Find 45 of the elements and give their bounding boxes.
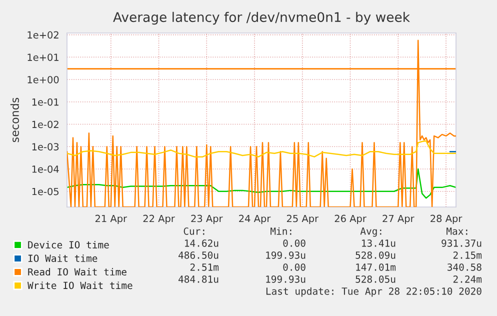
- text: 484.81u: [178, 275, 218, 283]
- text: 931.37u: [442, 239, 482, 247]
- text: 486.50u: [178, 251, 218, 259]
- y-tick-label: 1e+01: [28, 54, 58, 61]
- text: 0.00: [283, 263, 306, 271]
- y-tick-label: 1e-05: [32, 188, 59, 196]
- x-tick-label: 28 Apr: [430, 214, 462, 224]
- text: 0.00: [283, 239, 306, 247]
- text: Cur:: [184, 227, 204, 235]
- legend-label: IO Wait time: [28, 254, 98, 262]
- text: 340.58: [448, 263, 482, 271]
- x-tick-label: 27 Apr: [382, 214, 414, 224]
- legend-label: Read IO Wait time: [28, 268, 126, 276]
- line-series: [67, 140, 456, 158]
- text: 199.93u: [266, 251, 306, 259]
- text: 2.51m: [190, 263, 219, 271]
- y-tick-label: 1e+00: [28, 76, 59, 84]
- x-tick-label: 25 Apr: [286, 214, 319, 224]
- x-tick-label: 24 Apr: [239, 214, 271, 224]
- y-tick-label: 1e-02: [32, 120, 58, 128]
- text: 2.24m: [453, 275, 482, 283]
- x-tick-label: 26 Apr: [334, 214, 366, 224]
- text: 147.01m: [356, 263, 396, 271]
- text: 528.09u: [356, 251, 396, 259]
- y-tick-label: 1e+02: [28, 31, 58, 39]
- x-tick-label: 22 Apr: [143, 214, 175, 224]
- y-tick-label: 1e-04: [32, 165, 59, 173]
- line-series: [67, 168, 456, 199]
- text: 14.62u: [185, 239, 218, 247]
- legend-label: Write IO Wait time: [28, 282, 132, 290]
- text: 199.93u: [266, 275, 306, 283]
- text: Last update: Tue Apr 28 22:05:10 2020: [266, 287, 482, 297]
- chart-title: Average latency for /dev/nvme0n1 - by week: [113, 12, 410, 25]
- legend-label: Device IO time: [28, 240, 109, 248]
- text: Min:: [270, 227, 292, 235]
- text: 13.41u: [362, 239, 396, 247]
- text: Max:: [446, 228, 468, 235]
- text: 2.15m: [453, 251, 482, 259]
- y-tick-label: 1e-01: [32, 98, 58, 106]
- x-tick-label: 21 Apr: [95, 214, 128, 224]
- y-tick-label: 1e-03: [32, 143, 59, 150]
- text: Avg:: [360, 228, 382, 237]
- text: 528.05u: [356, 275, 396, 283]
- x-tick-label: 23 Apr: [191, 214, 223, 224]
- y-axis-title: seconds: [10, 98, 19, 142]
